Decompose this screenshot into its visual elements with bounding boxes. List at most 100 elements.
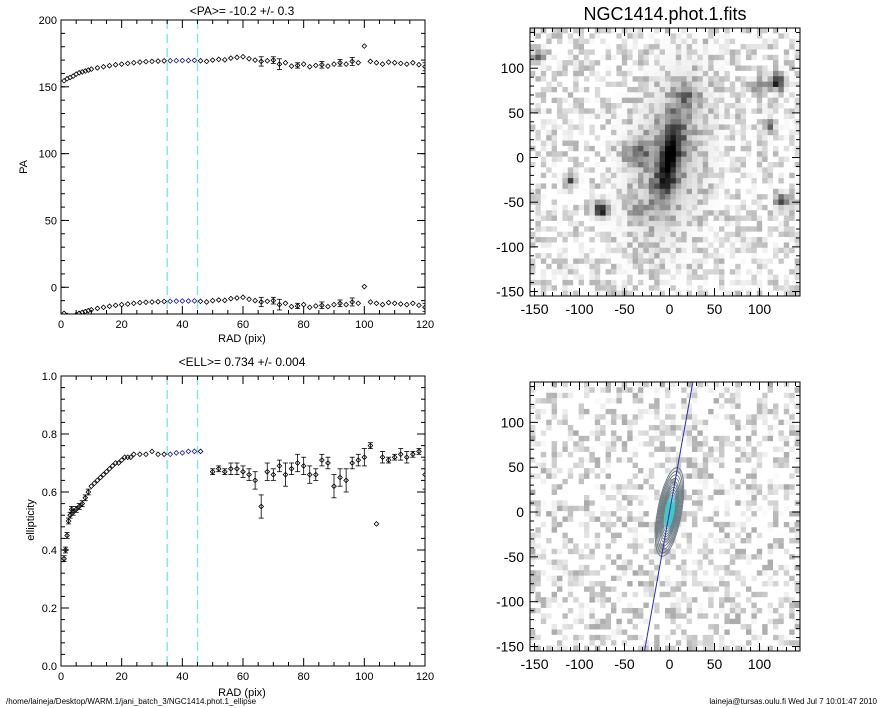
residual-pixel [632,414,639,421]
image-pixel [600,49,606,56]
image-pixel [589,44,596,50]
residual-pixel [735,392,741,399]
residual-pixel [605,516,612,523]
image-pixel [594,135,601,141]
residual-pixel [600,403,606,410]
residual-pixel [746,451,752,458]
image-pixel [535,204,542,211]
image-pixel [611,65,617,72]
residual-pixel [773,527,779,534]
image-pixel [535,113,542,120]
residual-pixel [648,425,655,431]
image-pixel [773,38,779,45]
residual-pixel [638,489,644,496]
image-pixel [627,65,633,72]
image-pixel [675,49,682,56]
image-pixel [546,124,552,131]
image-pixel [562,156,569,163]
image-pixel [584,285,590,292]
image-pixel [535,263,542,270]
image-pixel [611,135,617,141]
image-pixel [638,204,644,211]
image-pixel [659,124,666,131]
image-pixel [794,178,801,184]
pa-point-s0 [246,296,252,303]
residual-pixel [578,457,585,464]
image-pixel [708,285,714,292]
residual-pixel [594,419,601,426]
residual-pixel [681,468,687,474]
image-pixel [643,253,650,259]
image-pixel [567,269,574,275]
image-pixel [546,49,552,56]
residual-pixel [773,494,779,501]
image-pixel [616,140,623,147]
image-pixel [697,28,704,34]
residual-pixel [724,419,731,426]
residual-pixel [778,441,785,447]
image-pixel [643,97,650,104]
residual-pixel [783,538,790,544]
image-pixel [600,113,606,120]
pa-point-s0 [234,295,240,301]
image-pixel [546,108,552,115]
image-pixel [605,226,612,233]
ell-y-tick-label: 0.0 [42,661,57,673]
image-pixel [702,145,709,152]
image-pixel [724,274,731,281]
image-pixel [681,97,687,104]
image-pixel [562,65,569,72]
image-pixel [605,108,612,115]
ell-point-s0 [422,471,425,478]
residual-pixel [627,521,633,528]
residual-pixel [735,554,741,560]
image-pixel [675,172,682,179]
residual-pixel [551,543,558,550]
residual-pixel [632,494,639,501]
ell-point-s0 [319,457,325,463]
residual-pixel [589,494,596,501]
image-pixel [546,129,552,136]
image-pixel [789,103,795,109]
residual-pixel [719,408,725,415]
image-pixel [702,49,709,56]
residual-pixel [751,484,758,490]
image-pixel [616,258,623,265]
image-pixel [794,258,801,265]
image-pixel [670,263,677,270]
image-pixel [692,162,698,168]
ell-point-s0 [173,449,180,456]
pa-point-s0 [100,304,107,311]
residual-pixel [562,468,569,474]
residual-pixel [692,473,698,480]
residual-pixel [627,494,633,501]
pa-point-s1 [325,63,331,69]
residual-pixel [643,457,650,464]
image-pixel [681,135,687,141]
image-pixel [675,279,682,286]
img-x-tick-label: 100 [748,301,772,317]
ell-y-tick-label: 1.0 [42,371,57,383]
image-pixel [692,103,698,109]
residual-pixel [686,543,693,550]
residual-pixel [605,403,612,410]
image-pixel [713,183,720,190]
image-pixel [638,124,644,131]
residual-pixel [535,543,542,550]
image-pixel [767,65,774,72]
image-pixel [530,220,536,227]
image-pixel [535,285,542,292]
image-pixel [751,65,758,72]
image-pixel [670,220,677,227]
image-pixel [654,97,660,104]
image-pixel [659,210,666,216]
residual-pixel [605,398,612,404]
image-pixel [659,76,666,82]
image-pixel [773,145,779,152]
image-pixel [762,145,768,152]
residual-pixel [594,559,601,566]
residual-pixel [767,408,774,415]
image-pixel [562,70,569,77]
image-pixel [551,156,558,163]
image-pixel [551,44,558,50]
